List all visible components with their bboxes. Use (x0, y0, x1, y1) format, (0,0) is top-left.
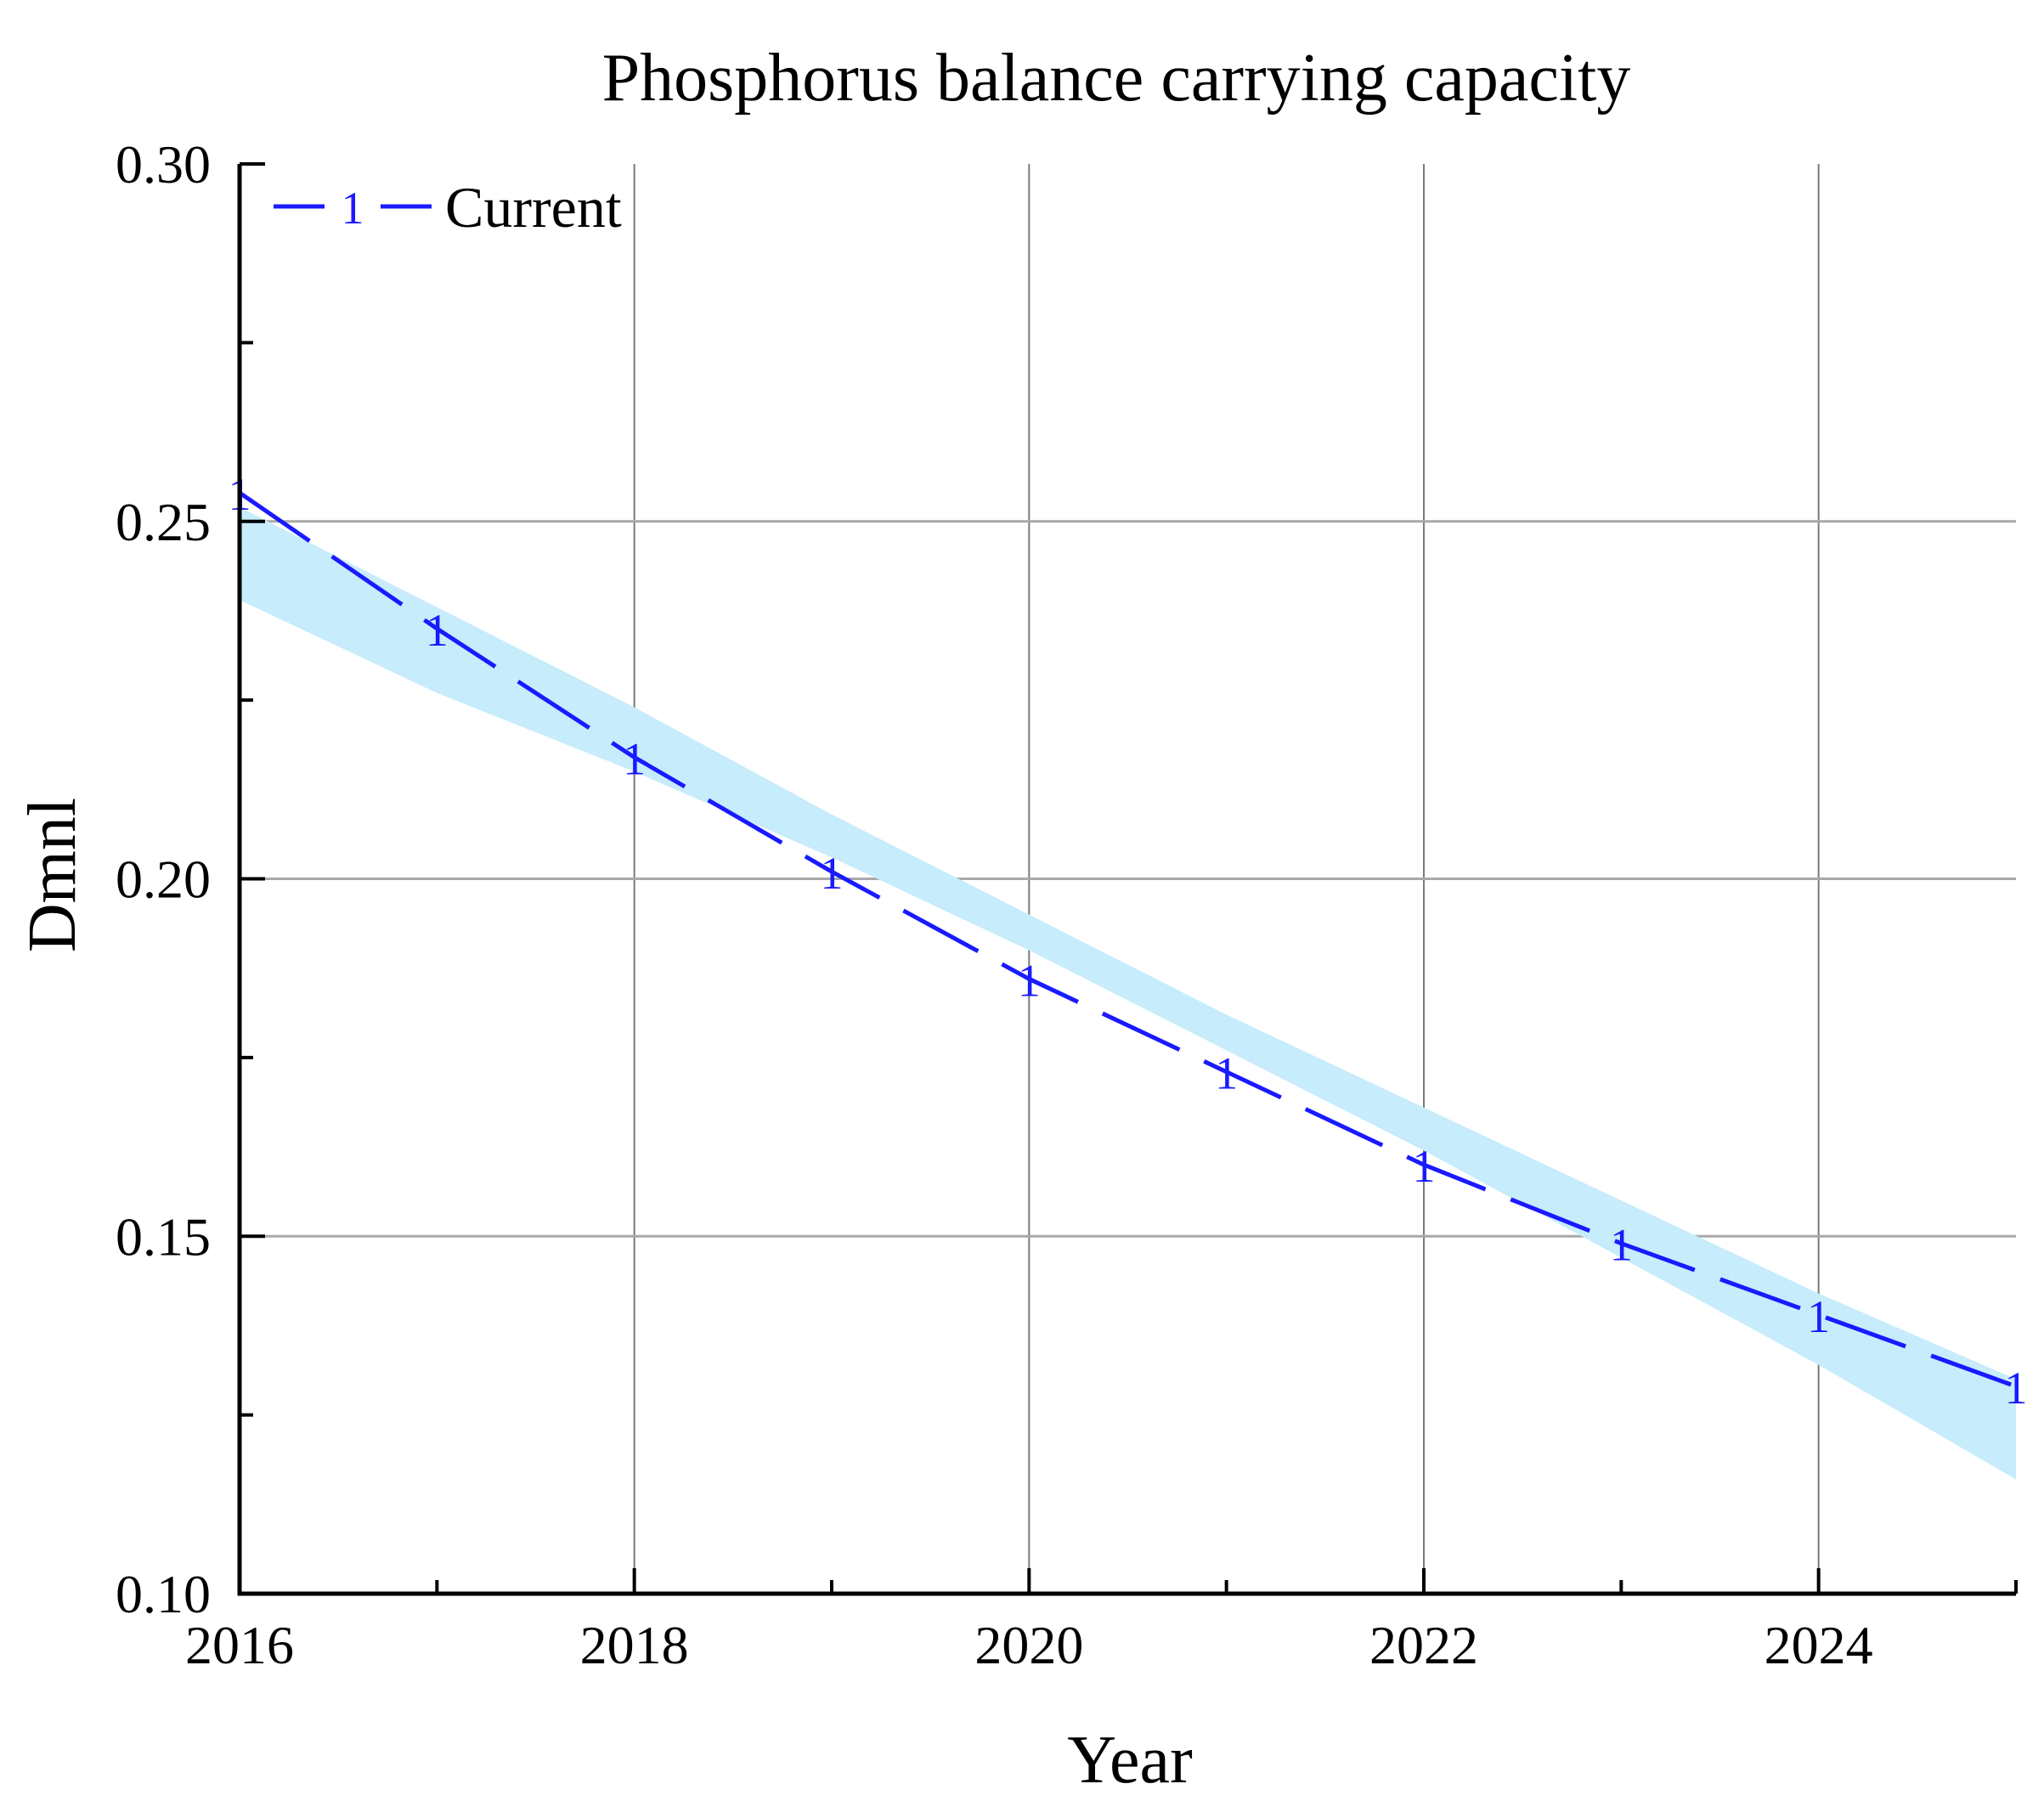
data-point-marker: 1 (623, 733, 646, 784)
confidence-band-area (240, 506, 2016, 1480)
x-tick-label: 2024 (1765, 1615, 1873, 1675)
series-lines: 1111111111 (229, 469, 2028, 1414)
grid-lines (240, 164, 2016, 1594)
y-tick-label: 0.30 (116, 134, 211, 195)
tick-labels: 0.10 0.15 0.20 0.25 0.30 2016 2018 2020 2022 2024 (116, 134, 1873, 1675)
x-axis-label: Year (1067, 1723, 1192, 1798)
x-tick-label: 2022 (1369, 1615, 1478, 1675)
y-tick-label: 0.20 (116, 850, 211, 910)
x-tick-label: 2016 (185, 1615, 294, 1675)
data-point-marker: 1 (1610, 1220, 1633, 1271)
data-point-marker: 1 (1215, 1048, 1238, 1099)
legend: 1 Current (274, 175, 622, 240)
data-point-marker: 1 (1018, 955, 1041, 1006)
data-point-marker: 1 (1807, 1291, 1830, 1342)
data-point-marker: 1 (821, 848, 844, 899)
y-tick-label: 0.25 (116, 492, 211, 552)
x-tick-label: 2020 (974, 1615, 1083, 1675)
legend-label-current: Current (445, 175, 622, 240)
y-axis-label: Dmnl (15, 798, 90, 952)
x-tick-label: 2018 (580, 1615, 689, 1675)
axes (237, 162, 2018, 1596)
y-tick-label: 0.10 (116, 1564, 211, 1624)
series-line-current (238, 491, 2017, 1389)
legend-marker: 1 (342, 183, 364, 234)
data-point-marker: 1 (1413, 1141, 1436, 1192)
chart-title: Phosphorus balance carrying capacity (602, 41, 1631, 116)
data-point-marker: 1 (426, 605, 449, 656)
y-tick-label: 0.15 (116, 1206, 211, 1267)
data-point-marker: 1 (2005, 1363, 2028, 1414)
confidence-band (240, 506, 2016, 1480)
